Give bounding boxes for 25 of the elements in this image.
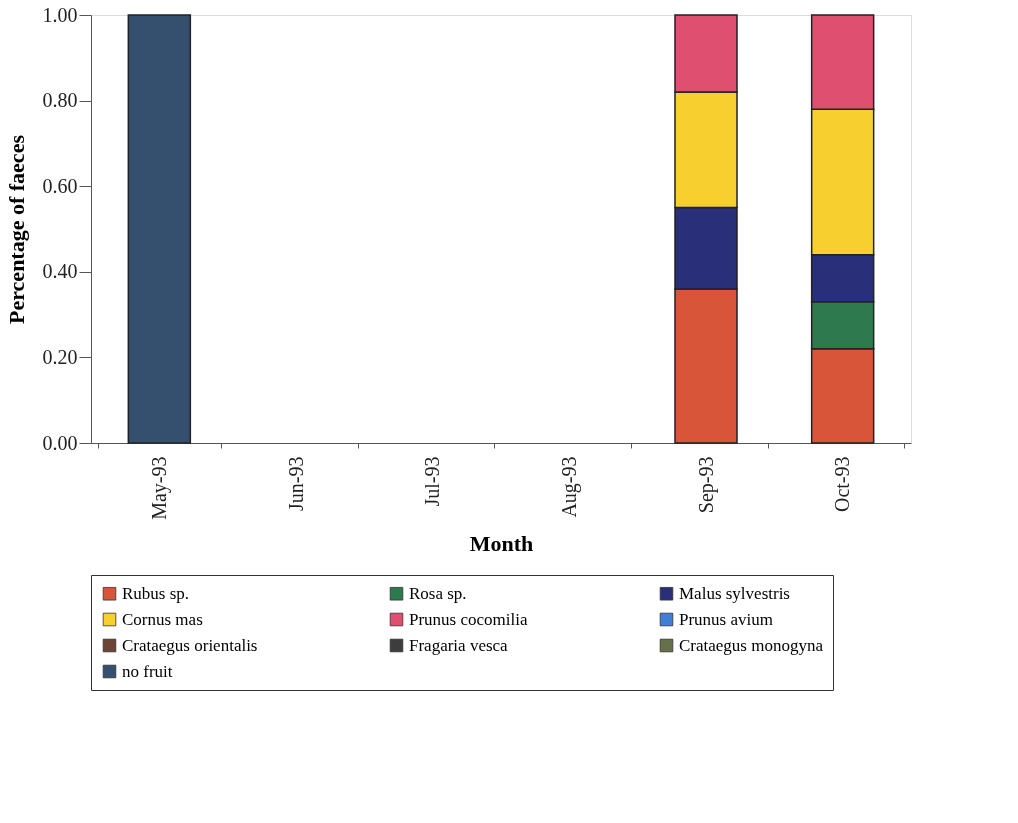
x-tick-label: Sep-93 xyxy=(694,456,718,514)
y-tick-label: 0.20 xyxy=(42,345,78,368)
legend-label: Rubus sp. xyxy=(122,583,190,603)
y-tick-label: 0.00 xyxy=(42,431,78,454)
x-axis-title: Month xyxy=(469,530,534,556)
y-axis-title: Percentage of faeces xyxy=(3,134,29,324)
legend-label: Rosa sp. xyxy=(409,583,467,603)
legend-label: no fruit xyxy=(122,661,173,681)
y-tick-label: 0.80 xyxy=(42,89,78,112)
legend-label: Crataegus orientalis xyxy=(122,635,258,655)
legend-label: Crataegus monogyna xyxy=(679,635,824,655)
legend-label: Prunus avium xyxy=(679,609,773,629)
legend-label: Prunus cocomilia xyxy=(409,609,528,629)
legend-label: Malus sylvestris xyxy=(679,583,790,603)
y-tick-label: 1.00 xyxy=(42,3,78,26)
legend-label: Fragaria vesca xyxy=(409,635,509,655)
x-tick-label: Jun-93 xyxy=(284,456,307,511)
x-tick-label: May-93 xyxy=(147,456,171,520)
y-tick-label: 0.40 xyxy=(42,260,78,283)
legend-label: Cornus mas xyxy=(122,609,203,629)
y-tick-label: 0.60 xyxy=(42,174,78,197)
x-tick-label: Jul-93 xyxy=(421,456,444,507)
x-tick-label: Aug-93 xyxy=(557,456,581,518)
x-tick-label: Oct-93 xyxy=(831,456,854,513)
bar xyxy=(127,14,192,444)
